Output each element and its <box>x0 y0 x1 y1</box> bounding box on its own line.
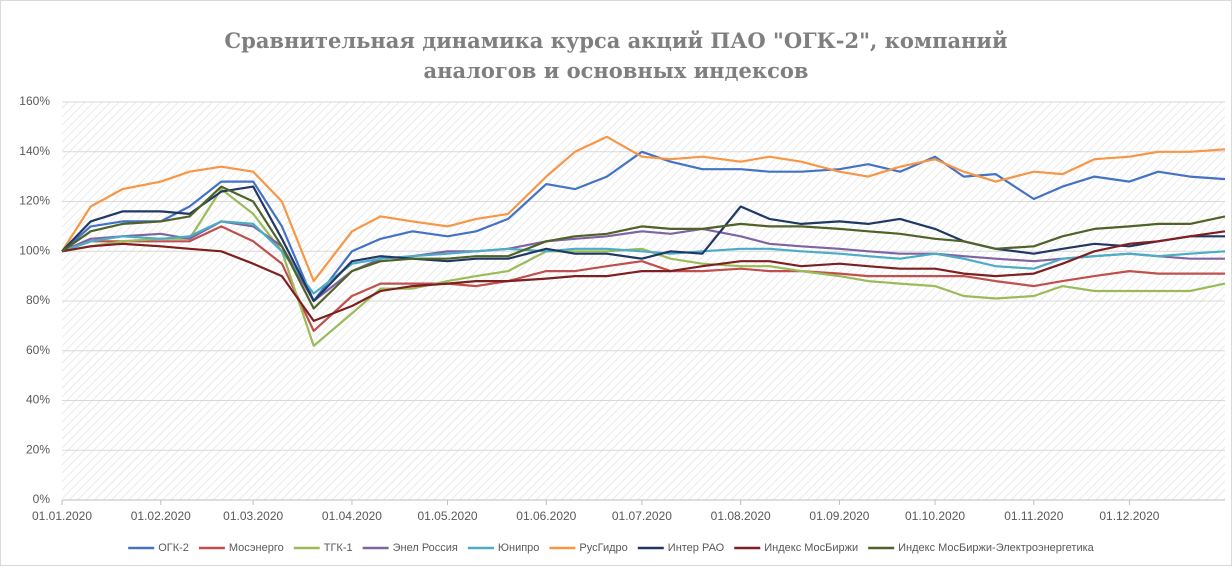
series-line <box>61 185 1226 310</box>
legend-label: ТГК-1 <box>324 542 353 554</box>
x-tick-label: 01.06.2020 <box>516 509 576 523</box>
x-tick-label: 01.11.2020 <box>1004 509 1063 523</box>
legend-label: Интер РАО <box>668 542 725 554</box>
legend-label: РусГидро <box>579 542 627 554</box>
x-tick-label: 01.03.2020 <box>223 509 283 523</box>
series-line <box>61 220 1225 303</box>
series-line <box>61 220 1226 295</box>
x-tick-label: 01.08.2020 <box>711 509 771 523</box>
y-tick-label: 100% <box>19 243 50 257</box>
series-line <box>61 150 1226 303</box>
x-tick-label: 01.10.2020 <box>905 509 965 523</box>
y-tick-label: 40% <box>26 393 50 407</box>
y-tick-label: 0% <box>33 492 51 506</box>
series-line <box>61 185 1225 303</box>
x-tick-label: 01.02.2020 <box>131 509 191 523</box>
x-tick-label: 01.09.2020 <box>809 509 869 523</box>
x-tick-label: 01.04.2020 <box>322 509 382 523</box>
x-tick-label: 01.01.2020 <box>32 509 92 523</box>
x-tick-label: 01.07.2020 <box>612 509 672 523</box>
series-line <box>61 135 1226 283</box>
legend-label: Юнипро <box>498 542 540 554</box>
series-line <box>61 230 1226 322</box>
y-tick-label: 80% <box>26 293 50 307</box>
y-tick-label: 160% <box>19 94 50 108</box>
y-tick-label: 20% <box>26 442 50 456</box>
x-tick-label: 01.05.2020 <box>418 509 478 523</box>
legend-label: Мосэнерго <box>229 542 284 554</box>
x-tick-label: 01.12.2020 <box>1099 509 1159 523</box>
series-line <box>61 225 1225 332</box>
legend-label: Индекс МосБиржи-Электроэнергетика <box>898 542 1095 554</box>
chart-title: Сравнительная динамика курса акций ПАО "… <box>224 28 1008 83</box>
series-line <box>61 188 1226 347</box>
legend-label: ОГК-2 <box>158 542 189 554</box>
y-tick-label: 60% <box>26 343 50 357</box>
y-tick-label: 140% <box>19 144 50 158</box>
legend-label: Энел Россия <box>393 542 458 554</box>
legend-label: Индекс МосБиржи <box>764 542 858 554</box>
y-tick-label: 120% <box>19 194 50 208</box>
